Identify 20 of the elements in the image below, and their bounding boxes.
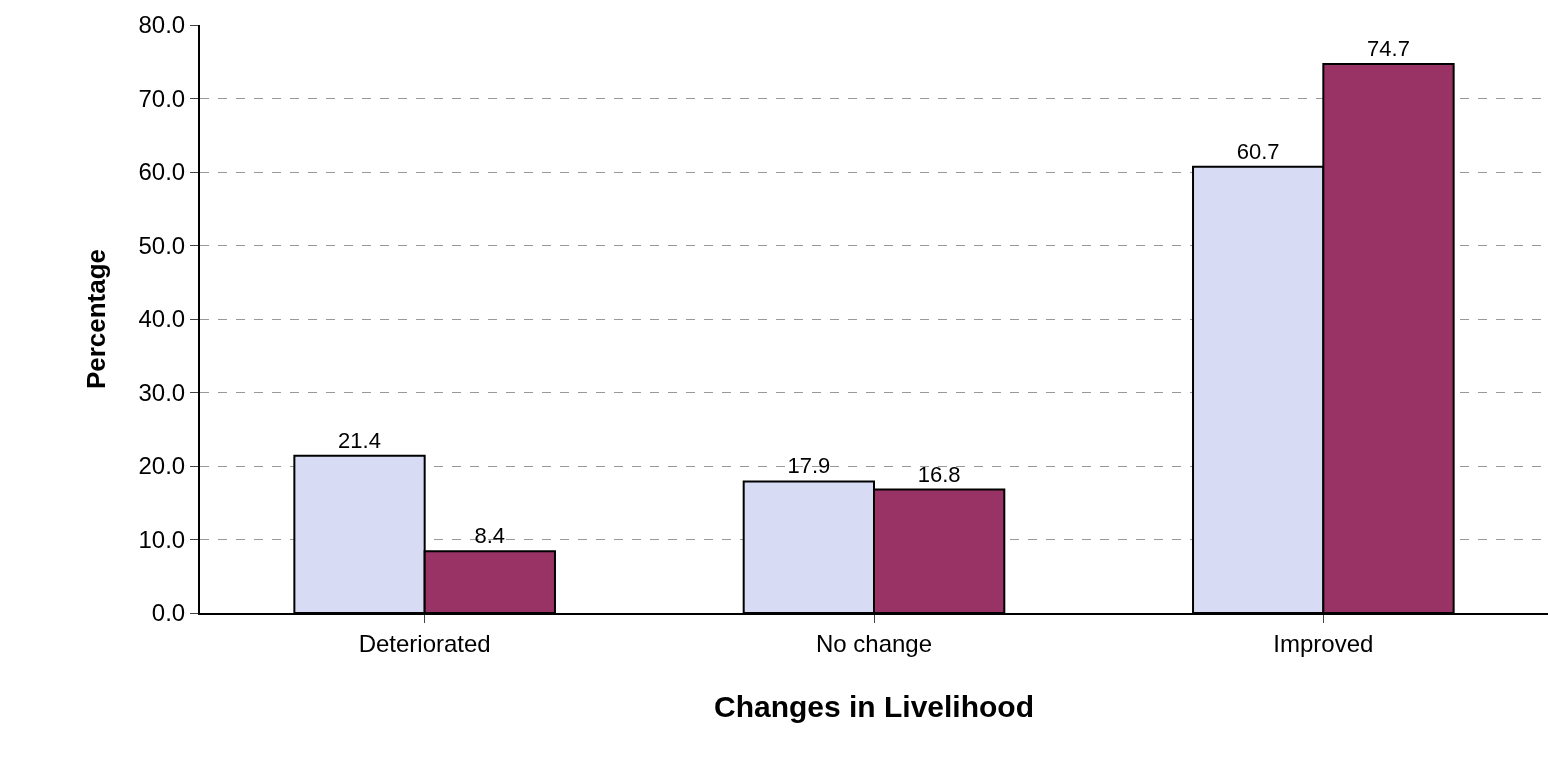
y-tick-label: 30.0 [138,378,186,406]
data-label: 16.8 [917,461,961,487]
data-label: 74.7 [1367,35,1410,61]
data-label: 17.9 [787,453,831,479]
x-axis-title: Changes in Livelihood [713,689,1035,723]
y-tick-label: 20.0 [138,452,186,480]
x-tick-label: No change [815,629,933,657]
y-axis-title: Percentage [81,248,112,390]
x-tick-label: Deteriorated [358,629,491,657]
y-tick-label: 10.0 [138,525,186,553]
x-tick-label: Improved [1273,629,1374,657]
y-tick-label: 50.0 [138,231,186,259]
data-label: 21.4 [338,427,381,453]
y-tick-label: 70.0 [138,84,186,112]
data-label: 8.4 [474,523,506,549]
y-tick-label: 0.0 [151,599,186,627]
y-tick-label: 60.0 [138,158,186,186]
data-label: 60.7 [1236,138,1280,164]
y-tick-label: 40.0 [138,305,186,333]
y-tick-label: 80.0 [138,11,186,39]
